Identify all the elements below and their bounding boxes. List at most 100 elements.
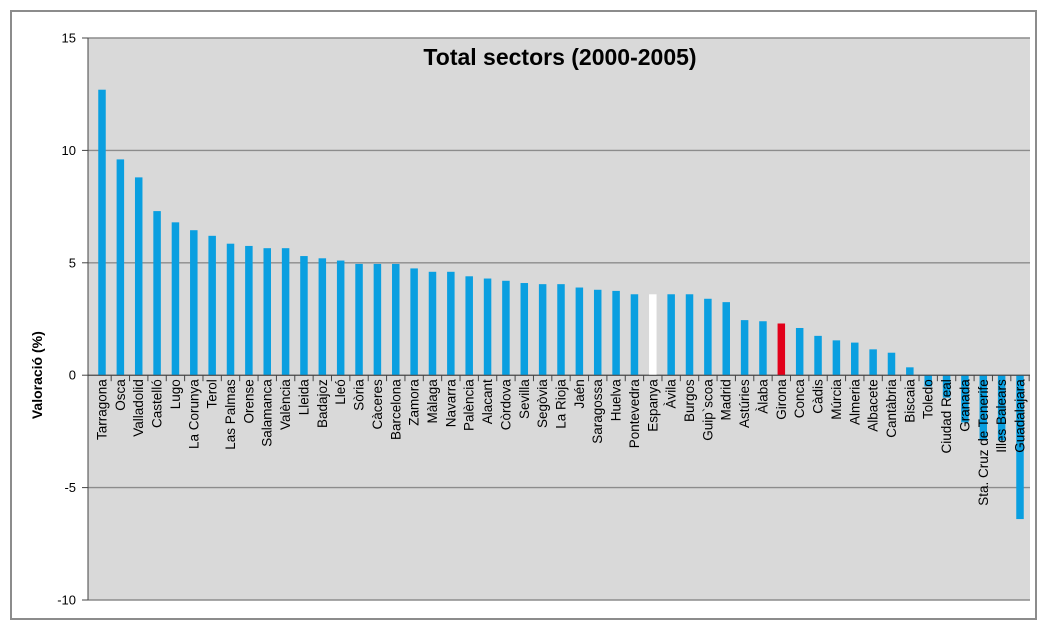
bar	[722, 302, 730, 376]
x-tick-label: Múrcia	[829, 379, 844, 420]
bar	[502, 280, 510, 376]
bar	[612, 290, 620, 376]
y-tick-label: 15	[62, 31, 76, 46]
bar	[814, 335, 822, 376]
x-tick-label: Segòvia	[535, 379, 550, 428]
bar	[465, 276, 473, 376]
bar	[263, 248, 271, 376]
bar	[300, 256, 308, 376]
bar	[649, 294, 657, 376]
bar	[1016, 375, 1024, 520]
x-tick-label: Girona	[774, 379, 789, 420]
x-tick-label: Lleida	[296, 379, 311, 416]
x-tick-label: Tarragona	[95, 379, 110, 440]
bar	[961, 375, 969, 423]
bar	[575, 287, 584, 376]
x-tick-label: Guip`scoa	[700, 379, 715, 441]
bar	[887, 352, 896, 376]
x-tick-label: Jaén	[572, 379, 587, 408]
x-tick-label: Lleó	[333, 379, 348, 405]
x-tick-label: Las Palmas	[223, 379, 238, 450]
x-tick-label: La Corunya	[186, 379, 201, 449]
bar	[942, 375, 951, 398]
x-tick-label: Toledo	[921, 379, 936, 419]
bar	[447, 271, 455, 376]
x-tick-label: València	[278, 379, 293, 430]
x-tick-label: Lugo	[168, 379, 183, 409]
x-tick-label: Màlaga	[425, 379, 440, 424]
x-tick-label: Terol	[205, 379, 220, 408]
bar	[190, 230, 198, 376]
bar	[281, 248, 290, 376]
bar	[593, 289, 602, 376]
bar	[208, 235, 216, 376]
x-axis: Tarragona Osca Valladolid Castelló Lugo La Co…	[88, 374, 1030, 506]
bar	[685, 294, 694, 376]
bar	[630, 294, 639, 376]
x-tick-label: Càdis	[811, 379, 826, 414]
bar	[832, 340, 841, 376]
x-tick-label: Càceres	[370, 379, 385, 430]
bar	[538, 284, 547, 376]
y-tick-label: 5	[69, 255, 76, 270]
y-tick-label: 10	[62, 143, 76, 158]
bar	[410, 268, 418, 376]
x-tick-label: Osca	[113, 379, 128, 411]
bar	[759, 321, 767, 376]
x-tick-label: Badajoz	[315, 379, 330, 428]
bar	[318, 258, 327, 376]
bar	[355, 263, 363, 376]
x-tick-label: Madrid	[719, 379, 734, 420]
x-tick-label: Guadalajara	[1013, 379, 1028, 453]
x-tick-label: Biscaia	[902, 379, 917, 423]
x-tick-label: Valladolid	[131, 379, 146, 437]
x-tick-label: Barcelona	[388, 379, 403, 440]
y-axis: 15 10 5 0 -5 -10	[57, 31, 89, 608]
x-tick-label: Burgos	[682, 379, 697, 422]
bar	[98, 89, 106, 376]
x-tick-label: Huelva	[609, 379, 624, 422]
x-tick-label: Astúries	[737, 379, 752, 428]
bar	[336, 260, 345, 376]
x-tick-label: Orense	[241, 379, 256, 423]
x-tick-label: Salamanca	[260, 379, 275, 447]
x-tick-label: Àvila	[664, 379, 679, 409]
bar	[245, 245, 253, 376]
bar	[116, 159, 125, 376]
bar	[226, 243, 235, 376]
bar	[483, 278, 492, 376]
x-tick-label: Cantàbria	[884, 379, 899, 438]
x-tick-label: Sevilla	[517, 379, 532, 419]
x-tick-label: Zamora	[407, 379, 422, 426]
chart-title: Total sectors (2000-2005)	[423, 44, 696, 70]
bar	[704, 298, 712, 376]
bar	[795, 327, 804, 376]
x-tick-label: Còrdova	[498, 379, 513, 431]
x-tick-label: Espanya	[645, 379, 660, 432]
y-tick-label: -10	[57, 593, 76, 608]
x-tick-label: Castelló	[150, 379, 165, 428]
bar	[373, 263, 382, 376]
x-tick-label: Pontevedra	[627, 379, 642, 449]
bar	[906, 367, 914, 376]
y-axis-label: Valoració (%)	[29, 331, 45, 419]
x-tick-label: Almeria	[847, 379, 862, 425]
x-tick-label: Sta. Cruz de Tenerife	[976, 379, 991, 506]
x-tick-label: Àlaba	[755, 379, 770, 414]
x-tick-label: Ciudad Real	[939, 379, 954, 453]
bar	[869, 349, 877, 376]
bar	[392, 263, 400, 376]
bar	[777, 323, 786, 376]
bar	[171, 222, 180, 376]
x-tick-label: Albacete	[866, 379, 881, 432]
bar	[153, 211, 161, 376]
x-tick-label: La Rioja	[554, 379, 569, 429]
bar	[997, 375, 1006, 441]
x-tick-label: Illes Balears	[994, 379, 1009, 453]
bar	[428, 271, 437, 376]
x-tick-label: Alacant	[480, 379, 495, 424]
bar	[740, 320, 749, 376]
x-tick-label: Sòria	[352, 379, 367, 411]
bar	[557, 284, 565, 376]
